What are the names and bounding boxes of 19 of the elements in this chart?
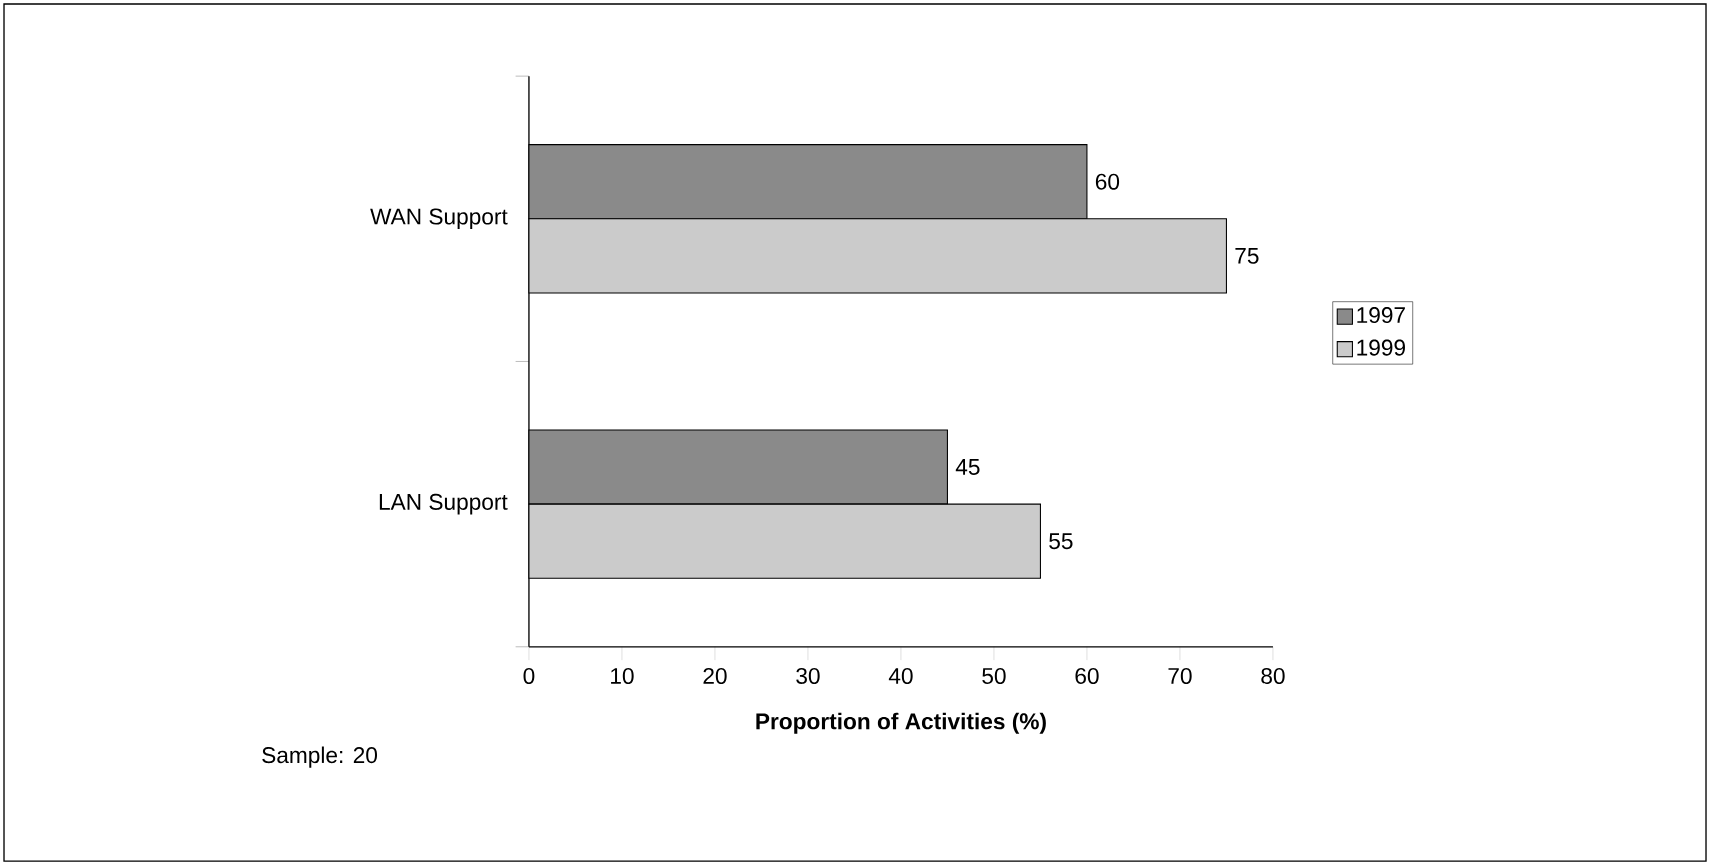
x-tick-label: 60 (1075, 667, 1099, 684)
x-tick-label: 50 (982, 667, 1006, 684)
data-label: 55 (1049, 533, 1073, 550)
x-tick-label: 0 (523, 667, 535, 684)
data-label: 45 (955, 459, 980, 475)
x-axis-title: Proportion of Activities (%) (756, 712, 1046, 734)
legend-label: 1997 (1357, 307, 1405, 324)
legend-label: 1999 (1357, 339, 1405, 356)
x-tick-label: 10 (611, 667, 634, 684)
data-label: 75 (1235, 247, 1259, 264)
data-label: 60 (1095, 173, 1120, 190)
text: Sample: 20 (262, 746, 378, 768)
y-tick-label: LAN Support (379, 493, 508, 515)
x-tick-label: 20 (703, 667, 727, 684)
x-tick-label: 40 (888, 667, 913, 684)
x-tick-label: 30 (796, 667, 820, 684)
x-tick-label: 70 (1168, 667, 1192, 684)
y-tick-label: WAN Support (370, 208, 508, 230)
x-tick-label: 80 (1261, 667, 1285, 684)
